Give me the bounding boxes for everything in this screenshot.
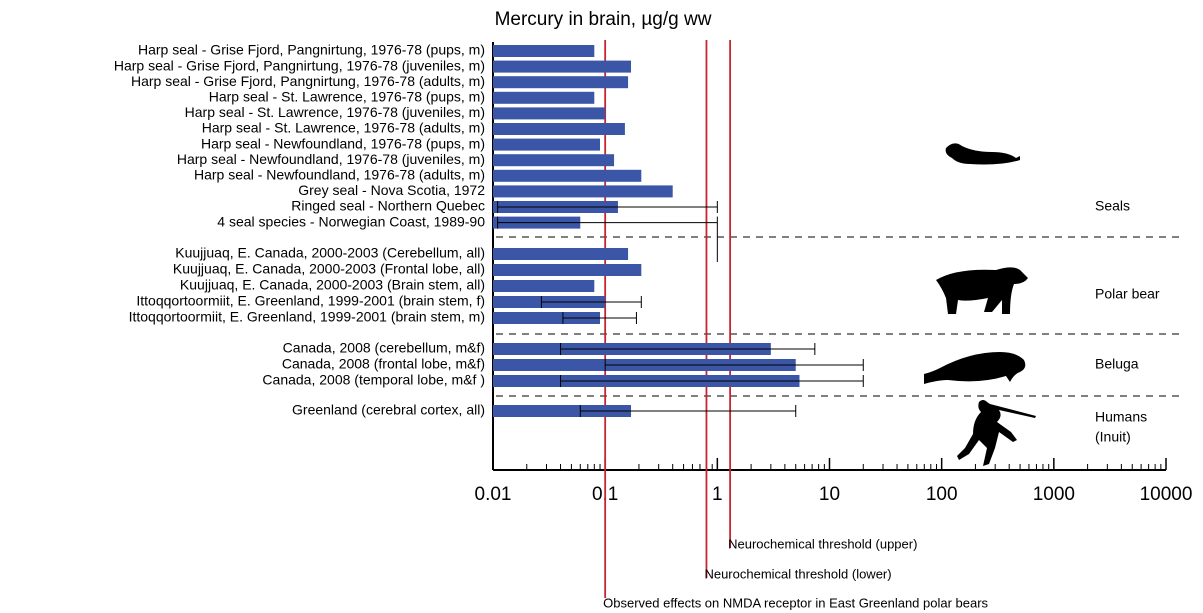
bar xyxy=(493,107,606,120)
bar xyxy=(493,185,673,198)
beluga-icon xyxy=(924,352,1026,384)
bar xyxy=(493,280,595,292)
x-tick-label: 1 xyxy=(712,484,723,505)
bar xyxy=(493,405,632,417)
group-label: (Inuit) xyxy=(1095,429,1131,445)
seal-icon xyxy=(945,143,1020,165)
category-label: Canada, 2008 (temporal lobe, m&f ) xyxy=(262,372,485,388)
category-label: Ittoqqortoormiit, E. Greenland, 1999-200… xyxy=(129,309,485,325)
category-label: Kuujjuaq, E. Canada, 2000-2003 (Cerebell… xyxy=(175,245,485,261)
chart-title: Mercury in brain, µg/g ww xyxy=(495,9,712,30)
category-label: Grey seal - Nova Scotia, 1972 xyxy=(298,182,485,198)
category-label: Canada, 2008 (cerebellum, m&f) xyxy=(283,340,485,356)
bar xyxy=(493,312,601,324)
category-label: Harp seal - Grise Fjord, Pangnirtung, 19… xyxy=(131,73,485,89)
group-label: Beluga xyxy=(1095,356,1139,372)
inuit-icon xyxy=(957,400,1036,466)
x-tick-label: 0.01 xyxy=(475,484,512,505)
category-label: Greenland (cerebral cortex, all) xyxy=(292,402,485,418)
animal-icons xyxy=(924,143,1036,466)
bar xyxy=(493,154,615,167)
category-label: 4 seal species - Norwegian Coast, 1989-9… xyxy=(217,213,485,229)
category-label: Harp seal - St. Lawrence, 1976-78 (juven… xyxy=(185,104,485,120)
bar xyxy=(493,169,642,182)
category-label: Ringed seal - Northern Quebec xyxy=(291,198,485,214)
x-tick-label: 10 xyxy=(819,484,840,505)
bar xyxy=(493,264,642,276)
polar-bear-icon xyxy=(936,267,1028,314)
bar xyxy=(493,60,632,73)
category-label: Kuujjuaq, E. Canada, 2000-2003 (Frontal … xyxy=(173,261,485,277)
bar xyxy=(493,45,595,57)
x-tick-label: 1000 xyxy=(1033,484,1075,505)
bar xyxy=(493,248,629,260)
bar xyxy=(493,123,625,135)
category-label: Harp seal - Newfoundland, 1976-78 (pups,… xyxy=(201,135,485,151)
category-label: Canada, 2008 (frontal lobe, m&f) xyxy=(282,356,485,372)
category-label: Harp seal - St. Lawrence, 1976-78 (adult… xyxy=(202,120,485,136)
category-label: Harp seal - St. Lawrence, 1976-78 (pups,… xyxy=(209,89,485,105)
group-label: Seals xyxy=(1095,198,1130,214)
category-label: Harp seal - Newfoundland, 1976-78 (juven… xyxy=(177,151,485,167)
bar xyxy=(493,76,629,89)
separators xyxy=(496,236,1182,397)
category-label: Kuujjuaq, E. Canada, 2000-2003 (Brain st… xyxy=(180,277,485,293)
group-label: Polar bear xyxy=(1095,286,1160,302)
category-label: Harp seal - Grise Fjord, Pangnirtung, 19… xyxy=(114,57,485,73)
threshold-label: Neurochemical threshold (lower) xyxy=(704,566,891,581)
category-label: Harp seal - Newfoundland, 1976-78 (adult… xyxy=(194,167,485,183)
bar xyxy=(493,138,601,151)
category-label: Harp seal - Grise Fjord, Pangnirtung, 19… xyxy=(138,42,485,58)
x-tick-label: 100 xyxy=(926,484,958,505)
threshold-label: Observed effects on NMDA receptor in Eas… xyxy=(603,595,988,610)
category-label: Ittoqqortoormiit, E. Greenland, 1999-200… xyxy=(136,293,485,309)
x-tick-label: 10000 xyxy=(1140,484,1193,505)
group-label: Humans xyxy=(1095,409,1147,425)
bar xyxy=(493,91,595,104)
threshold-label: Neurochemical threshold (upper) xyxy=(728,536,917,551)
